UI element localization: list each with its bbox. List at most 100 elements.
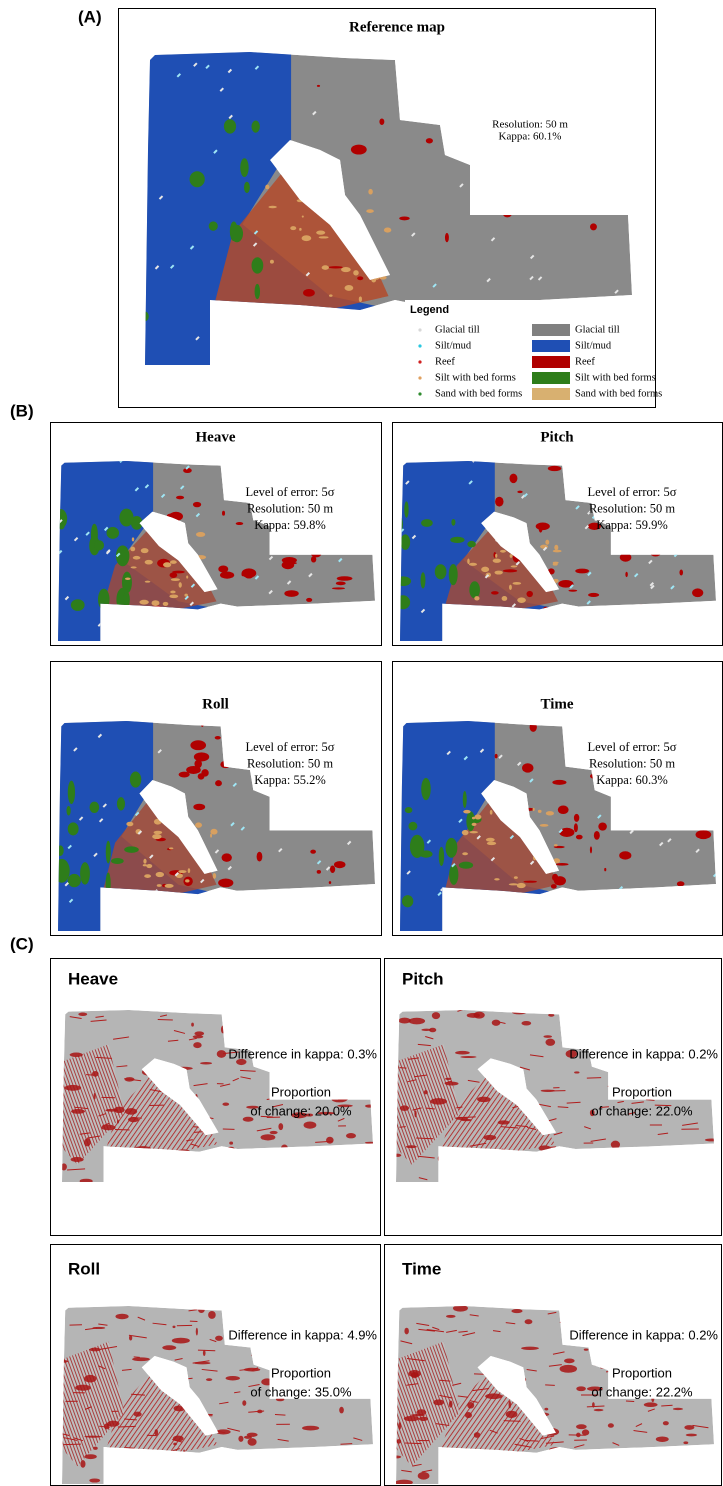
change-patch (215, 1336, 223, 1341)
reef-patch (158, 610, 162, 614)
change-stroke (228, 1154, 243, 1157)
silt-bedforms (444, 892, 457, 910)
reef-patch (190, 740, 206, 750)
silt-bedforms (124, 846, 139, 852)
kappa-difference: Difference in kappa: 0.2% (569, 1327, 718, 1342)
change-patch (75, 1385, 91, 1391)
change-stroke (210, 1168, 222, 1169)
reef-patch (593, 192, 607, 199)
reef-patch (530, 723, 537, 732)
silt-bedforms (244, 182, 250, 193)
reef-patch (684, 775, 698, 783)
panel-label: (A) (78, 7, 102, 26)
change-patch (406, 1145, 417, 1148)
sand-patch (156, 872, 164, 877)
change-stroke (574, 1323, 585, 1325)
reef-patch (536, 154, 548, 159)
sand-patch (486, 838, 495, 842)
change-stroke (158, 1469, 169, 1470)
reef-patch (179, 772, 190, 778)
change-stroke (255, 1011, 273, 1013)
change-patch (193, 1042, 201, 1048)
change-patch (335, 1315, 349, 1319)
sand-patch (329, 294, 333, 297)
reef-patch (284, 590, 298, 597)
change-stroke (182, 1395, 189, 1396)
change-patch (71, 1109, 85, 1114)
change-patch (449, 1400, 453, 1407)
change-patch (672, 1016, 684, 1020)
change-patch (365, 1104, 376, 1107)
change-patch (226, 1376, 240, 1380)
change-stroke (249, 1457, 266, 1459)
change-patch (508, 1382, 515, 1388)
map-resolution: Resolution: 50 m (247, 756, 333, 770)
reef-patch (634, 604, 649, 613)
legend-marker (418, 360, 421, 363)
change-patch (421, 1029, 431, 1031)
change-patch (154, 1429, 158, 1436)
change-patch (264, 1451, 279, 1453)
sand-patch (462, 830, 469, 835)
reef-patch (648, 890, 656, 892)
change-patch (177, 1149, 190, 1153)
reef-patch (218, 879, 233, 888)
sand-patch (178, 870, 186, 873)
change-stroke (300, 1072, 314, 1073)
sand-patch (152, 834, 161, 839)
legend-marker (418, 376, 421, 379)
change-patch (534, 1412, 549, 1416)
change-stroke (233, 1461, 247, 1462)
change-patch (344, 1180, 356, 1182)
silt-bedforms (123, 591, 129, 607)
map-panel: TimeLevel of error: 5σResolution: 50 mKa… (393, 662, 723, 942)
change-patch (117, 1120, 119, 1124)
reef-patch (703, 464, 707, 473)
sample-point (611, 136, 614, 139)
map-error: Level of error: 5σ (246, 485, 335, 499)
change-patch (622, 1321, 640, 1323)
reef-patch (650, 549, 661, 557)
map-panel: HeaveDifference in kappa: 0.3%Proportion… (51, 959, 381, 1236)
silt-bedforms (106, 872, 111, 894)
sample-point (287, 627, 290, 630)
sand-patch (131, 566, 137, 568)
change-patch (270, 1131, 278, 1134)
reef-patch (495, 497, 503, 507)
reef-patch (540, 631, 543, 635)
legend-label: Silt with bed forms (575, 372, 656, 383)
sand-patch (495, 554, 497, 558)
sample-point (496, 538, 499, 541)
silt-bedforms (111, 858, 124, 864)
change-patch (446, 1315, 456, 1318)
sand-patch (553, 563, 558, 566)
map-kappa: Kappa: 59.9% (596, 518, 668, 532)
sample-point (369, 925, 372, 928)
figure: (A) Reference map Resolution: 50 m Kappa… (0, 0, 723, 1486)
reef-patch (639, 807, 651, 815)
silt-bedforms (240, 158, 248, 177)
legend-label: Reef (435, 356, 455, 367)
change-patch (172, 1326, 175, 1328)
sample-point (242, 627, 245, 630)
change-stroke (125, 1448, 134, 1449)
resolution: Resolution: 50 m (492, 119, 568, 131)
sand-patch (373, 275, 380, 280)
change-patch (549, 1447, 564, 1453)
reef-patch (193, 804, 205, 810)
change-patch (184, 1173, 200, 1178)
change-patch (112, 1457, 123, 1464)
reef-patch (290, 809, 295, 812)
sand-patch (146, 864, 152, 868)
change-patch (543, 1428, 559, 1436)
sand-patch (133, 556, 141, 560)
change-patch (632, 1026, 640, 1030)
silt-bedforms (252, 308, 260, 320)
change-patch (56, 1360, 68, 1363)
change-patch (567, 1475, 574, 1482)
reef-patch (653, 604, 665, 613)
change-patch (89, 1478, 100, 1482)
map-error: Level of error: 5σ (588, 485, 677, 499)
map-title: Roll (202, 696, 229, 712)
change-patch (525, 1319, 533, 1324)
